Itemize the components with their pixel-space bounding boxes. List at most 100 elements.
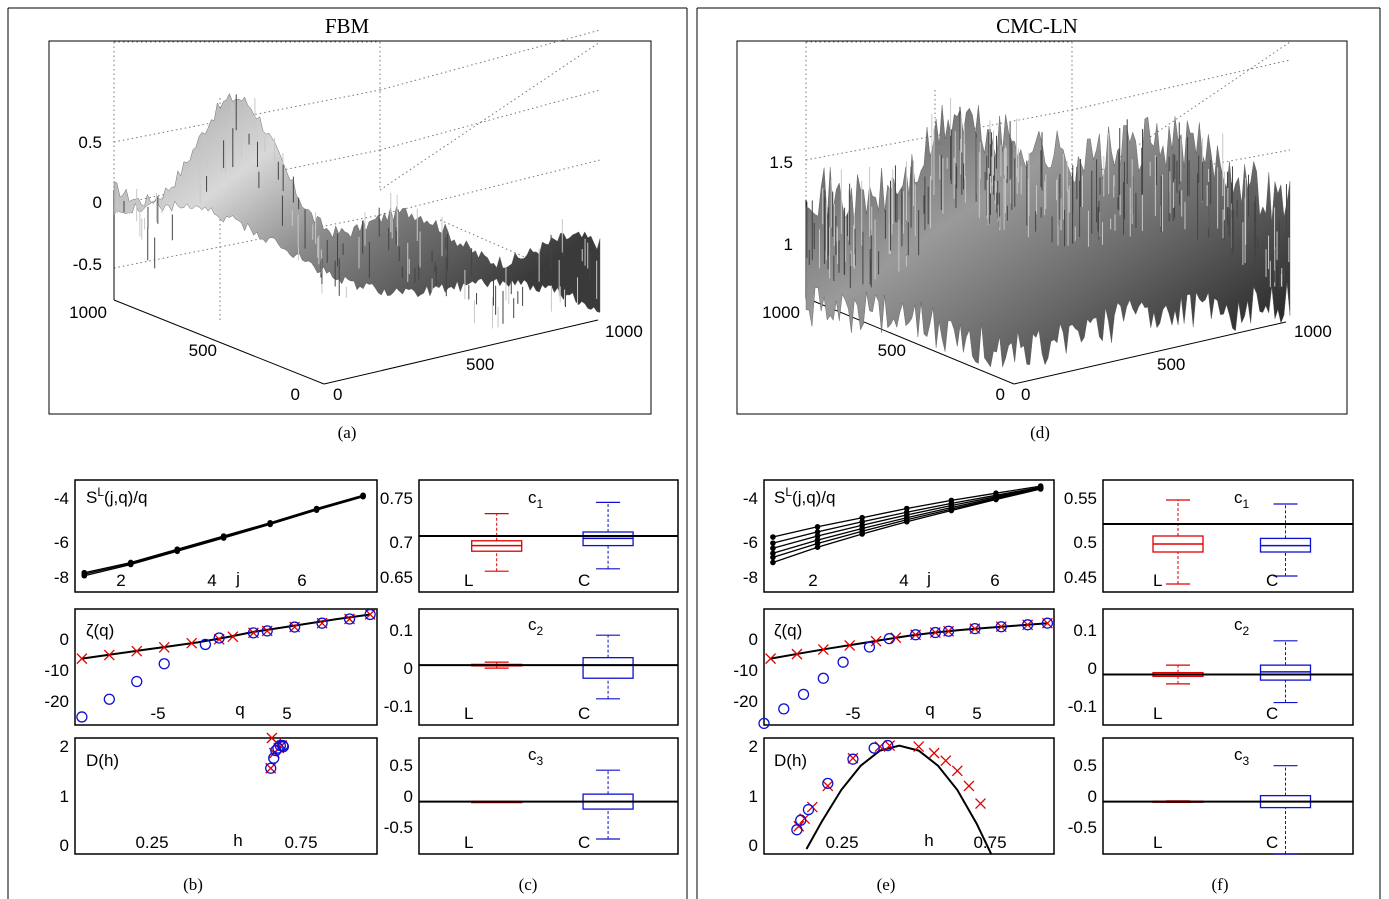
box-gridline [379, 41, 601, 191]
box-title: c3 [528, 745, 544, 768]
y-tick-label: 0 [404, 659, 413, 678]
x-tick-label: 0 [1021, 385, 1030, 404]
box-C [582, 656, 634, 679]
y-axis-label: D(h) [774, 751, 807, 770]
z-tick-label: 0 [93, 193, 102, 212]
y-tick-label: 0.65 [380, 568, 413, 587]
marker-C [76, 711, 88, 723]
y-tick-label: 0 [60, 630, 69, 649]
y-tick-label: 0 [749, 836, 758, 855]
y-tick-label: 0.55 [1064, 489, 1097, 508]
category-label: L [1153, 571, 1162, 590]
y-tick-label: -10 [44, 661, 69, 680]
panel-a-frame [48, 40, 652, 415]
y-tick-label: 0 [1088, 787, 1097, 806]
x-tick-label: 0.25 [135, 833, 168, 852]
y-tick-label: -4 [743, 489, 758, 508]
box-gridline [805, 109, 1073, 161]
z-tick-label: 1.5 [769, 153, 793, 172]
panel-f3 [1102, 737, 1354, 855]
x-axis-label: j [926, 569, 931, 588]
marker-L [913, 741, 925, 753]
y-tick-label: -0.1 [384, 697, 413, 716]
marker-L [884, 740, 896, 752]
y-tick-label: 0.5 [1073, 756, 1097, 775]
y-tick-label: 1 [60, 787, 69, 806]
y-axis-label: ζ(q) [774, 621, 802, 640]
y-tick-label: 1000 [762, 303, 800, 322]
y-tick-label: 0 [404, 787, 413, 806]
x-tick-label: 0.75 [284, 833, 317, 852]
z-tick-label: 1 [784, 235, 793, 254]
marker-C [316, 617, 328, 629]
box-gridline [379, 159, 601, 216]
data-point [770, 559, 776, 566]
y-tick-label: -6 [54, 533, 69, 552]
category-label: L [1153, 833, 1162, 852]
x-tick-label: 6 [990, 571, 999, 590]
marker-C [791, 824, 803, 836]
y-tick-label: -0.1 [1068, 697, 1097, 716]
y-tick-label: 0.75 [380, 489, 413, 508]
category-label: C [578, 704, 590, 723]
surface-body [113, 93, 601, 313]
label-d: (d) [1030, 423, 1050, 442]
marker-C [942, 625, 955, 637]
marker-C [883, 632, 895, 645]
data-point [859, 531, 865, 537]
marker-C [802, 803, 815, 816]
box-gridline [379, 89, 601, 151]
label-c: (c) [519, 875, 538, 894]
data-point [81, 571, 88, 577]
axis-line [323, 319, 599, 385]
y-tick-label: -20 [44, 692, 69, 711]
marker-C [199, 638, 212, 651]
marker-C [778, 703, 790, 715]
panel-b3 [74, 737, 378, 855]
marker-C [758, 717, 770, 730]
data-point [814, 524, 821, 530]
y-tick-label: -4 [54, 489, 69, 508]
category-label: L [464, 833, 473, 852]
category-label: L [464, 704, 473, 723]
box-gridline [379, 29, 601, 91]
x-axis-label: q [925, 700, 934, 719]
box-title: c1 [1234, 488, 1250, 511]
marker-C [265, 762, 277, 774]
y-axis-label: ζ(q) [86, 621, 114, 640]
y-axis-label: SL(j,q)/q [774, 485, 836, 507]
y-tick-label: -8 [743, 568, 758, 587]
marker-L [870, 635, 882, 647]
category-label: C [578, 833, 590, 852]
x-tick-label: -5 [150, 704, 165, 723]
x-tick-label: 5 [282, 704, 291, 723]
marker-C [131, 675, 143, 688]
axis-line [805, 297, 1015, 385]
y-tick-label: 0.5 [389, 756, 413, 775]
x-tick-label: 5 [972, 704, 981, 723]
plot-area [805, 744, 993, 854]
y-tick-label: 1 [749, 787, 758, 806]
marker-C [822, 777, 834, 790]
box-title: c3 [1234, 745, 1250, 768]
y-tick-label: 0.1 [1073, 621, 1097, 640]
y-tick-label: 0 [996, 385, 1005, 404]
y-tick-label: 2 [749, 737, 758, 756]
panel-f1 [1102, 479, 1354, 593]
data-point [220, 534, 227, 540]
marker-L [765, 653, 777, 665]
marker-C [882, 739, 894, 752]
data-point [313, 506, 320, 513]
right-title: CMC-LN [996, 14, 1078, 38]
marker-C [969, 623, 981, 635]
marker-C [213, 632, 225, 644]
label-a: (a) [338, 423, 357, 442]
box-gridline [113, 214, 381, 269]
x-tick-label: 4 [207, 571, 216, 590]
box-title: c2 [1234, 615, 1250, 638]
panel-e3 [763, 737, 1055, 855]
marker-C [797, 688, 810, 701]
data-point [174, 547, 181, 554]
label-f: (f) [1212, 875, 1229, 894]
fit-curve [805, 744, 993, 854]
